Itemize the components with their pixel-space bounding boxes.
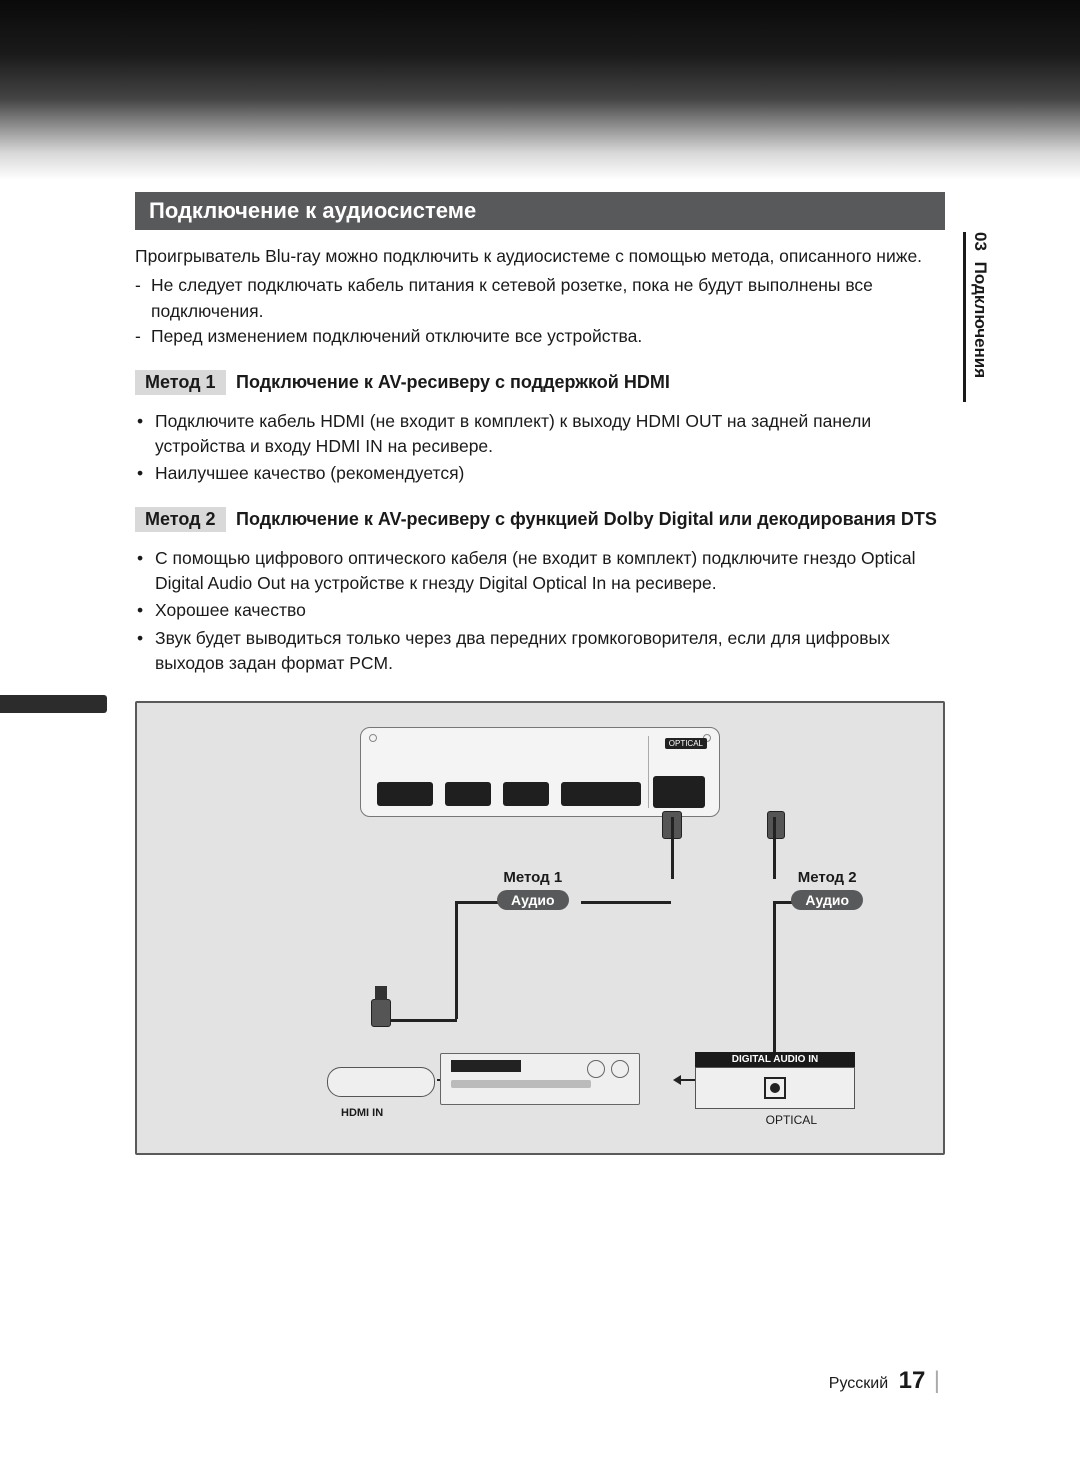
method-1-label: Метод 1: [135, 370, 226, 395]
bullet-item: Хорошее качество: [135, 598, 945, 623]
receiver-display-icon: [451, 1060, 521, 1072]
precautions-list: Не следует подключать кабель питания к с…: [135, 273, 945, 349]
usb-port-icon: [445, 782, 491, 806]
footer-language: Русский: [829, 1375, 888, 1392]
optical-plug-icon: [767, 811, 785, 839]
precaution-item: Не следует подключать кабель питания к с…: [135, 273, 945, 324]
receiver-knob-icon: [587, 1060, 605, 1078]
method-2-tag: Метод 2: [791, 869, 863, 886]
hdmi-cable-line: [455, 901, 500, 904]
digital-audio-out-port-icon: [653, 776, 705, 808]
footer-page-number: 17: [899, 1367, 926, 1394]
digital-audio-in-header: DIGITAL AUDIO IN: [695, 1052, 855, 1067]
hdmi-in-label: HDMI IN: [341, 1107, 383, 1119]
method-1-title: Подключение к AV-ресиверу с поддержкой H…: [236, 372, 670, 392]
content-area: Подключение к аудиосистеме Проигрыватель…: [0, 192, 1080, 1155]
av-receiver-icon: [440, 1053, 640, 1105]
footer-bar-icon: |: [934, 1367, 940, 1394]
hdmi-cable-line: [455, 901, 458, 1019]
bluray-player-rear-panel: OPTICAL: [360, 727, 720, 817]
player-top-view-icon: [0, 695, 107, 713]
precaution-item: Перед изменением подключений отключите в…: [135, 324, 945, 349]
screw-icon: [369, 734, 377, 742]
receiver-knob-icon: [611, 1060, 629, 1078]
hdmi-in-jack-icon: [327, 1067, 435, 1097]
diagram-method-1-label: Метод 1 Аудио: [497, 869, 569, 910]
method-2-bullets: С помощью цифрового оптического кабеля (…: [135, 546, 945, 677]
optical-jack-body: [695, 1067, 855, 1109]
audio-badge: Аудио: [791, 890, 863, 910]
hdmi-plug-icon: [371, 999, 391, 1027]
optical-port-label: OPTICAL: [665, 738, 707, 749]
section-header: Подключение к аудиосистеме: [135, 192, 945, 230]
panel-divider: [648, 736, 649, 808]
method-2-header: Метод 2 Подключение к AV-ресиверу с функ…: [135, 507, 945, 532]
diagram-method-2-label: Метод 2 Аудио: [791, 869, 863, 910]
method-2-label: Метод 2: [135, 507, 226, 532]
method-1-tag: Метод 1: [497, 869, 569, 886]
method-1-bullets: Подключите кабель HDMI (не входит в комп…: [135, 409, 945, 487]
optical-cable-line: [773, 901, 776, 1069]
digital-audio-in-panel: DIGITAL AUDIO IN: [695, 1052, 855, 1109]
connection-diagram: OPTICAL Метод 1 Ауди: [135, 701, 945, 1155]
top-gradient-banner: [0, 0, 1080, 180]
audio-badge: Аудио: [497, 890, 569, 910]
optical-cable-line: [773, 817, 776, 879]
lan-port-icon: [377, 782, 433, 806]
receiver-buttons-icon: [451, 1080, 591, 1088]
bullet-item: Наилучшее качество (рекомендуется): [135, 461, 945, 486]
bullet-item: С помощью цифрового оптического кабеля (…: [135, 546, 945, 597]
page-footer: Русский 17 |: [0, 1367, 1080, 1395]
manual-page: 03 Подключения Подключение к аудиосистем…: [0, 0, 1080, 1477]
bullet-item: Звук будет выводиться только через два п…: [135, 626, 945, 677]
hdmi-cable-line: [581, 901, 671, 904]
optical-jack-icon: [764, 1077, 786, 1099]
bullet-item: Подключите кабель HDMI (не входит в комп…: [135, 409, 945, 460]
method-1-header: Метод 1 Подключение к AV-ресиверу с подд…: [135, 370, 945, 395]
intro-text: Проигрыватель Blu-ray можно подключить к…: [135, 244, 945, 269]
optical-label: OPTICAL: [766, 1113, 817, 1127]
hdmi-in-port-icon: [503, 782, 549, 806]
hdmi-out-port-icon: [595, 782, 641, 806]
hdmi-cable-line: [671, 817, 674, 879]
method-2-title: Подключение к AV-ресиверу с функцией Dol…: [236, 509, 937, 529]
